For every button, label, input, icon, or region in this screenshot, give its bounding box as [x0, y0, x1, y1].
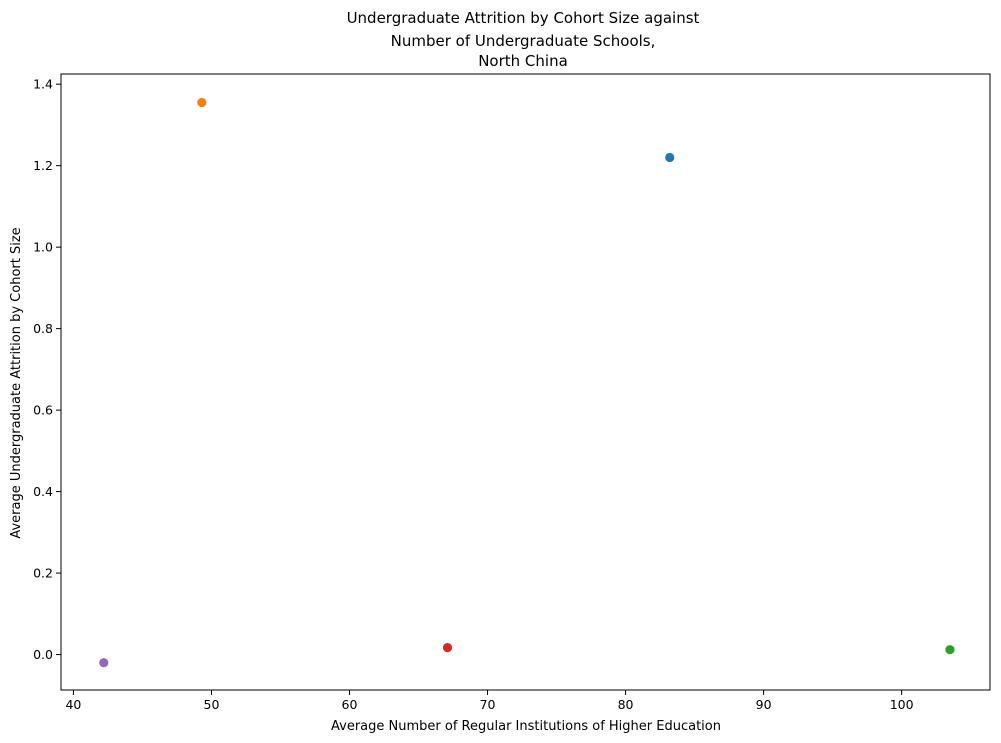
x-tick-label: 70 — [480, 697, 496, 712]
x-tick-label: 40 — [65, 697, 81, 712]
chart-title-line-2: Number of Undergraduate Schools, — [391, 32, 656, 50]
chart-title-line-1: Undergraduate Attrition by Cohort Size a… — [347, 9, 700, 27]
y-axis-label: Average Undergraduate Attrition by Cohor… — [9, 227, 24, 538]
plot-frame — [60, 73, 991, 691]
x-tick-label: 90 — [756, 697, 772, 712]
scatter-point — [665, 152, 675, 163]
y-tick-label: 0.2 — [33, 566, 53, 581]
scatter-point — [945, 645, 955, 655]
x-axis-label: Average Number of Regular Institutions o… — [331, 719, 721, 734]
chart-title-line-3: North China — [478, 52, 568, 70]
y-tick-label: 1.4 — [33, 77, 53, 92]
x-tick-label: 100 — [890, 697, 914, 712]
y-tick-label: 1.0 — [33, 240, 53, 255]
data-points — [99, 97, 955, 668]
scatter-point — [99, 658, 109, 668]
scatter-point — [442, 643, 453, 653]
x-tick-label: 80 — [618, 697, 634, 712]
x-axis-ticks: 40 50 60 70 80 90 100 — [65, 690, 914, 712]
scatter-point — [197, 97, 207, 108]
y-tick-label: 1.2 — [33, 158, 53, 173]
x-tick-label: 50 — [204, 697, 220, 712]
y-tick-label: 0.4 — [33, 484, 53, 499]
y-tick-label: 0.6 — [33, 403, 53, 418]
y-axis-ticks: 0.0 0.2 0.4 0.6 0.8 1.0 1.2 1.4 — [33, 77, 61, 662]
x-tick-label: 60 — [342, 697, 358, 712]
y-tick-label: 0.8 — [33, 321, 53, 336]
y-tick-label: 0.0 — [33, 647, 53, 662]
